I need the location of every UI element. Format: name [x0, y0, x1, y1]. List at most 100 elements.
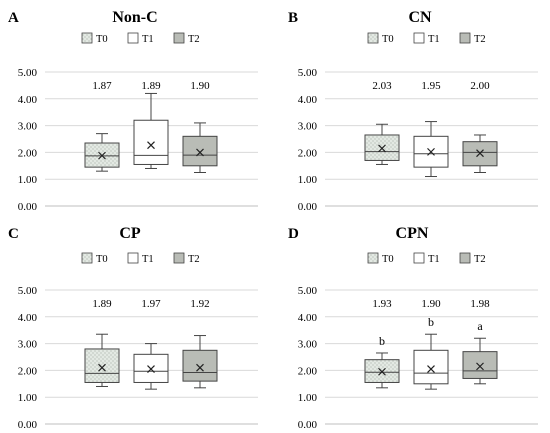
- mean-marker: [98, 363, 106, 372]
- box-T2: [182, 122, 218, 173]
- legend-label-T2: T2: [188, 34, 200, 45]
- mean-marker: [378, 367, 386, 376]
- median-value-label: 1.95: [421, 80, 441, 92]
- legend-label-T0: T0: [382, 254, 394, 265]
- y-tick-label: 1.00: [298, 174, 318, 186]
- mean-marker: [196, 363, 204, 372]
- mean-marker: [476, 362, 484, 371]
- median-value-label: 1.87: [92, 80, 112, 92]
- legend-swatch-T0: [81, 252, 93, 264]
- legend-swatch-T0: [367, 32, 379, 44]
- y-tick-label: 0.00: [298, 201, 318, 213]
- significance-letter: a: [477, 319, 483, 333]
- legend-swatch-T2: [459, 252, 471, 264]
- panel-title: CP: [119, 225, 141, 242]
- legend-label-T2: T2: [188, 254, 200, 265]
- box-T0: [364, 123, 400, 165]
- significance-letter: b: [428, 315, 434, 329]
- y-tick-label: 2.00: [298, 365, 318, 377]
- panel-C: C CP T0 T1 T2 0.00 1.00 2.00 3.00 4.00 5.00 1.89 1.9…: [8, 225, 258, 431]
- y-tick-label: 2.00: [18, 365, 38, 377]
- median-value-label: 1.98: [470, 298, 490, 310]
- legend-label-T0: T0: [96, 34, 108, 45]
- legend-swatch-T0: [81, 32, 93, 44]
- legend-label-T1: T1: [428, 254, 440, 265]
- panel-B: B CN T0 T1 T2 0.00 1.00 2.00 3.00 4.00 5.00 2.03 1.9…: [288, 9, 538, 213]
- y-tick-label: 2.00: [18, 147, 38, 159]
- box-T0: [84, 133, 120, 172]
- box-T1: [133, 343, 169, 390]
- panel-title: Non-C: [112, 9, 157, 26]
- legend-swatch-T1: [413, 32, 425, 44]
- mean-marker: [147, 365, 155, 373]
- mean-marker: [378, 144, 386, 153]
- panel-D: D CPN T0 T1 T2 0.00 1.00 2.00 3.00 4.00 5.00 1.93 b 1…: [288, 225, 538, 431]
- significance-letter: b: [379, 334, 385, 348]
- mean-marker: [147, 141, 155, 150]
- y-tick-label: 4.00: [298, 312, 318, 324]
- y-tick-label: 5.00: [298, 67, 318, 79]
- legend-swatch-T1: [413, 252, 425, 264]
- legend-label-T0: T0: [382, 34, 394, 45]
- y-tick-label: 5.00: [298, 285, 318, 297]
- y-tick-label: 1.00: [18, 392, 38, 404]
- median-value-label: 2.00: [470, 80, 490, 92]
- median-value-label: 1.89: [141, 80, 161, 92]
- legend-label-T1: T1: [142, 34, 154, 45]
- y-tick-label: 4.00: [18, 94, 38, 106]
- y-tick-label: 1.00: [298, 392, 318, 404]
- y-tick-label: 5.00: [18, 67, 38, 79]
- legend-swatch-T2: [173, 32, 185, 44]
- median-value-label: 1.93: [372, 298, 392, 310]
- median-value-label: 1.89: [92, 298, 112, 310]
- legend-label-T1: T1: [428, 34, 440, 45]
- y-tick-label: 3.00: [298, 339, 318, 351]
- y-tick-label: 0.00: [18, 201, 38, 213]
- legend: T0 T1 T2: [367, 252, 486, 265]
- panel-letter: D: [288, 226, 299, 242]
- legend: T0 T1 T2: [81, 252, 200, 265]
- legend-label-T2: T2: [474, 34, 486, 45]
- legend-swatch-T0: [367, 252, 379, 264]
- box-T1: [133, 92, 169, 169]
- box-iqr: [182, 349, 218, 382]
- legend-label-T0: T0: [96, 254, 108, 265]
- box-T2: [182, 335, 218, 389]
- panel-title: CPN: [396, 225, 429, 242]
- y-tick-label: 2.00: [298, 147, 318, 159]
- legend-swatch-T2: [459, 32, 471, 44]
- box-T2: [462, 134, 498, 173]
- y-tick-label: 5.00: [18, 285, 38, 297]
- legend-swatch-T2: [173, 252, 185, 264]
- y-tick-label: 3.00: [18, 339, 38, 351]
- median-value-label: 1.90: [190, 80, 210, 92]
- mean-marker: [427, 147, 435, 156]
- panel-title: CN: [408, 9, 432, 26]
- y-tick-label: 4.00: [18, 312, 38, 324]
- legend-swatch-T1: [127, 252, 139, 264]
- legend-label-T1: T1: [142, 254, 154, 265]
- box-T2: [462, 337, 498, 385]
- panel-letter: A: [8, 10, 19, 26]
- panel-letter: B: [288, 10, 298, 26]
- mean-marker: [427, 365, 435, 373]
- box-T1: [413, 121, 449, 178]
- box-T0: [84, 333, 120, 387]
- mean-marker: [98, 151, 106, 160]
- y-tick-label: 0.00: [298, 419, 318, 431]
- median-value-label: 1.90: [421, 298, 441, 310]
- box-T0: [364, 352, 400, 389]
- legend-label-T2: T2: [474, 254, 486, 265]
- box-iqr: [133, 119, 169, 165]
- mean-marker: [476, 149, 484, 158]
- box-iqr: [413, 349, 449, 385]
- legend: T0 T1 T2: [81, 32, 200, 45]
- median-value-label: 1.92: [190, 298, 209, 310]
- panel-A: A Non-C T0 T1 T2 0.00 1.00 2.00 3.00 4.00 5.00 1.87…: [8, 9, 258, 213]
- y-tick-label: 1.00: [18, 174, 38, 186]
- legend-swatch-T1: [127, 32, 139, 44]
- y-tick-label: 0.00: [18, 419, 38, 431]
- box-iqr: [462, 351, 498, 379]
- median-value-label: 2.03: [372, 80, 392, 92]
